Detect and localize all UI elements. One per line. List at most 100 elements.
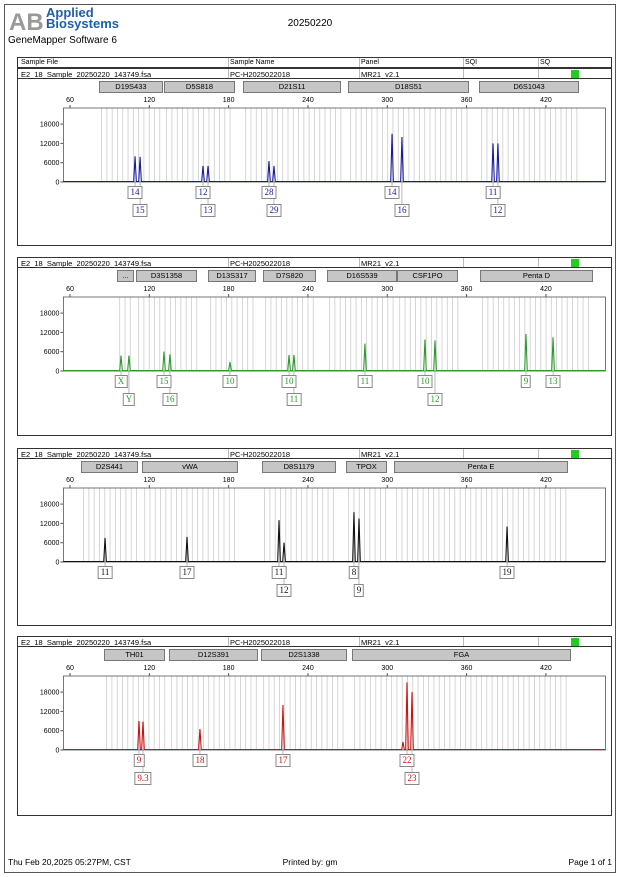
marker-bar[interactable]: TH01 [103, 649, 166, 661]
allele-label[interactable]: 9 [353, 584, 365, 597]
marker-bar[interactable]: D16S539 [326, 270, 398, 282]
marker-bar[interactable]: D3S1358 [135, 270, 198, 282]
marker-bar[interactable]: D6S1043 [479, 81, 579, 93]
allele-label[interactable]: 14 [127, 186, 143, 199]
allele-label[interactable]: 10 [281, 375, 297, 388]
x-tick-label: 120 [143, 477, 155, 484]
allele-label[interactable]: 17 [275, 754, 291, 767]
marker-bar[interactable]: Penta D [479, 270, 593, 282]
allele-label[interactable]: 8 [348, 566, 360, 579]
marker-bar[interactable]: FGA [351, 649, 572, 661]
marker-bar[interactable]: D7S820 [263, 270, 316, 282]
allele-label[interactable]: 16 [162, 393, 178, 406]
allele-label[interactable]: 12 [276, 584, 292, 597]
allele-label[interactable]: 10 [417, 375, 433, 388]
allele-label[interactable]: 11 [485, 186, 501, 199]
marker-bar[interactable]: D2S441 [80, 461, 138, 473]
marker-bar[interactable]: D12S391 [169, 649, 258, 661]
x-tick-label: 360 [461, 477, 473, 484]
sample-name: PC-H2025022018 [230, 638, 291, 647]
col-sq: SQ [540, 59, 551, 66]
allele-label[interactable]: Y [122, 393, 136, 406]
x-tick-label: 60 [66, 665, 74, 672]
col-sample-file: Sample File [21, 59, 58, 66]
ab-logo: AB [9, 9, 44, 36]
x-tick-label: 300 [381, 97, 393, 104]
y-tick-label: 6000 [44, 540, 60, 547]
allele-label[interactable]: 11 [357, 375, 373, 388]
allele-label[interactable]: 12 [490, 204, 506, 217]
allele-label[interactable]: 12 [195, 186, 211, 199]
marker-bar[interactable]: D13S317 [208, 270, 256, 282]
allele-label[interactable]: 13 [545, 375, 561, 388]
sample-row[interactable]: E2_18_Sample_20250220_143749.fsa PC-H2025… [18, 68, 611, 79]
sq-indicator [571, 638, 579, 646]
marker-bar[interactable]: D5S818 [163, 81, 235, 93]
allele-label[interactable]: 12 [427, 393, 443, 406]
x-tick-label: 180 [223, 665, 235, 672]
allele-label[interactable]: X [114, 375, 128, 388]
sample-file: E2_18_Sample_20250220_143749.fsa [21, 70, 152, 79]
allele-label[interactable]: 11 [97, 566, 113, 579]
x-tick-label: 300 [381, 286, 393, 293]
allele-label[interactable]: 22 [399, 754, 415, 767]
panel-name: MR21_v2.1 [361, 259, 400, 268]
x-tick-label: 60 [66, 286, 74, 293]
sample-row[interactable]: E2_18_Sample_20250220_143749.fsa PC-H2025… [18, 636, 611, 647]
x-tick-label: 120 [143, 286, 155, 293]
marker-bar[interactable]: D2S1338 [261, 649, 347, 661]
plot: 60 120 180 240 300 360 420 0 6000 12000 18000 [40, 97, 606, 204]
marker-bar[interactable]: Penta E [394, 461, 568, 473]
allele-label[interactable]: 16 [394, 204, 410, 217]
marker-bar[interactable]: TPOX [346, 461, 387, 473]
y-tick-label: 6000 [44, 728, 60, 735]
x-tick-label: 360 [461, 97, 473, 104]
plot-frame [62, 296, 606, 372]
allele-label[interactable]: 9 [520, 375, 532, 388]
allele-label[interactable]: 14 [384, 186, 400, 199]
allele-label[interactable]: 23 [404, 772, 420, 785]
svg-text:AB: AB [9, 9, 44, 36]
y-tick-label: 12000 [40, 709, 60, 716]
panel-name: MR21_v2.1 [361, 450, 400, 459]
marker-bar[interactable]: vWA [142, 461, 239, 473]
allele-label[interactable]: 28 [261, 186, 277, 199]
y-tick-label: 18000 [40, 311, 60, 318]
marker-bar[interactable]: ... [117, 270, 134, 282]
x-tick-label: 420 [540, 97, 552, 104]
allele-label[interactable]: 11 [271, 566, 287, 579]
trace [63, 512, 606, 563]
marker-bar[interactable]: D8S1179 [261, 461, 336, 473]
y-tick-label: 0 [55, 180, 59, 187]
trace [63, 333, 606, 372]
allele-label[interactable]: 9.3 [134, 772, 152, 785]
allele-label[interactable]: 11 [286, 393, 302, 406]
allele-label[interactable]: 18 [192, 754, 208, 767]
allele-label[interactable]: 19 [499, 566, 515, 579]
marker-bar[interactable]: D18S51 [348, 81, 469, 93]
x-tick-label: 240 [302, 477, 314, 484]
allele-label[interactable]: 17 [179, 566, 195, 579]
allele-label[interactable]: 15 [156, 375, 172, 388]
allele-label[interactable]: 9 [133, 754, 145, 767]
sample-name: PC-H2025022018 [230, 70, 291, 79]
x-tick-label: 180 [223, 97, 235, 104]
sq-indicator [571, 259, 579, 267]
electropherogram-panel: E2_18_Sample_20250220_143749.fsa PC-H2025… [17, 636, 612, 816]
marker-bar[interactable]: D21S11 [243, 81, 341, 93]
x-tick-label: 180 [223, 286, 235, 293]
sample-row[interactable]: E2_18_Sample_20250220_143749.fsa PC-H2025… [18, 257, 611, 268]
y-tick-label: 6000 [44, 160, 60, 167]
y-tick-label: 0 [55, 369, 59, 376]
brand-line2: Biosystems [46, 16, 119, 31]
allele-label[interactable]: 15 [132, 204, 148, 217]
footer-page: Page 1 of 1 [568, 857, 612, 867]
marker-bar[interactable]: CSF1PO [397, 270, 458, 282]
allele-label[interactable]: 10 [222, 375, 238, 388]
x-tick-label: 120 [143, 97, 155, 104]
allele-label[interactable]: 29 [266, 204, 282, 217]
allele-label[interactable]: 13 [200, 204, 216, 217]
y-tick-label: 0 [55, 748, 59, 755]
marker-bar[interactable]: D19S433 [98, 81, 163, 93]
sample-row[interactable]: E2_18_Sample_20250220_143749.fsa PC-H2025… [18, 448, 611, 459]
